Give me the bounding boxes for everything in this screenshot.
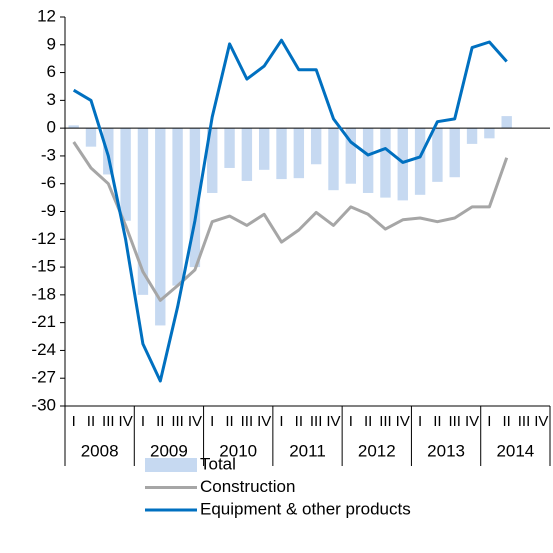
bar <box>241 128 253 181</box>
y-tick-label: -30 <box>31 395 56 414</box>
x-tick-label: IV <box>257 413 271 430</box>
x-tick-label: III <box>448 413 461 430</box>
x-tick-label: II <box>156 413 164 430</box>
year-label: 2008 <box>81 441 119 460</box>
y-tick-label: -24 <box>31 340 56 359</box>
x-tick-label: I <box>349 413 353 430</box>
legend-label: Construction <box>200 477 295 496</box>
bar <box>380 128 391 198</box>
x-tick-label: IV <box>465 413 479 430</box>
legend-label: Total <box>200 454 236 473</box>
bar <box>484 128 495 139</box>
y-tick-label: 12 <box>37 6 56 25</box>
year-label: 2010 <box>219 441 257 460</box>
x-tick-label: I <box>279 413 283 430</box>
bar <box>68 125 79 129</box>
bar <box>345 128 356 184</box>
y-tick-label: -6 <box>41 173 56 192</box>
x-tick-label: II <box>503 413 511 430</box>
x-tick-label: I <box>210 413 214 430</box>
y-tick-label: -15 <box>31 257 56 276</box>
y-tick-label: 3 <box>47 90 56 109</box>
bar <box>155 128 166 326</box>
x-tick-label: III <box>102 413 115 430</box>
x-tick-label: IV <box>326 413 340 430</box>
bar <box>207 128 218 193</box>
bar <box>120 128 131 221</box>
bar <box>276 128 287 180</box>
bar <box>85 128 97 147</box>
bar <box>224 128 235 168</box>
y-tick-label: -21 <box>31 312 56 331</box>
year-label: 2011 <box>289 441 326 460</box>
y-tick-label: 9 <box>47 34 56 53</box>
x-tick-label: II <box>225 413 233 430</box>
line <box>72 38 508 383</box>
year-label: 2012 <box>358 441 396 460</box>
x-tick-label: IV <box>119 413 133 430</box>
bar <box>137 128 149 295</box>
bar <box>189 128 201 268</box>
bar <box>414 128 426 195</box>
bar <box>259 128 270 170</box>
year-label: 2014 <box>496 441 534 460</box>
bar <box>293 128 305 179</box>
x-tick-label: III <box>310 413 323 430</box>
x-tick-label: I <box>487 413 491 430</box>
bar <box>328 128 339 191</box>
y-tick-label: 6 <box>47 62 56 81</box>
x-tick-label: III <box>518 413 531 430</box>
bar <box>397 128 408 201</box>
bar <box>449 128 460 178</box>
bar <box>501 116 512 129</box>
y-tick-label: 0 <box>47 118 56 137</box>
bar <box>310 128 322 165</box>
y-tick-label: -9 <box>41 201 56 220</box>
bar <box>172 128 183 286</box>
x-tick-label: II <box>295 413 303 430</box>
y-tick-label: -12 <box>31 229 56 248</box>
legend-label: Equipment & other products <box>200 499 411 518</box>
legend-swatch <box>145 458 197 472</box>
bar <box>362 128 374 193</box>
y-tick-label: -18 <box>31 284 56 303</box>
year-label: 2009 <box>150 441 188 460</box>
y-tick-label: -27 <box>31 368 56 387</box>
x-tick-label: II <box>87 413 95 430</box>
bar <box>432 128 443 182</box>
x-tick-label: I <box>418 413 422 430</box>
x-tick-label: IV <box>396 413 410 430</box>
x-tick-label: IV <box>534 413 548 430</box>
x-tick-label: III <box>241 413 254 430</box>
x-tick-label: II <box>364 413 372 430</box>
x-tick-label: III <box>379 413 392 430</box>
x-tick-label: I <box>72 413 76 430</box>
x-tick-label: IV <box>188 413 202 430</box>
x-tick-label: I <box>141 413 145 430</box>
x-tick-label: II <box>433 413 441 430</box>
line <box>72 141 509 302</box>
y-tick-label: -3 <box>41 145 56 164</box>
x-tick-label: III <box>171 413 184 430</box>
bar <box>466 128 478 144</box>
year-label: 2013 <box>427 441 465 460</box>
